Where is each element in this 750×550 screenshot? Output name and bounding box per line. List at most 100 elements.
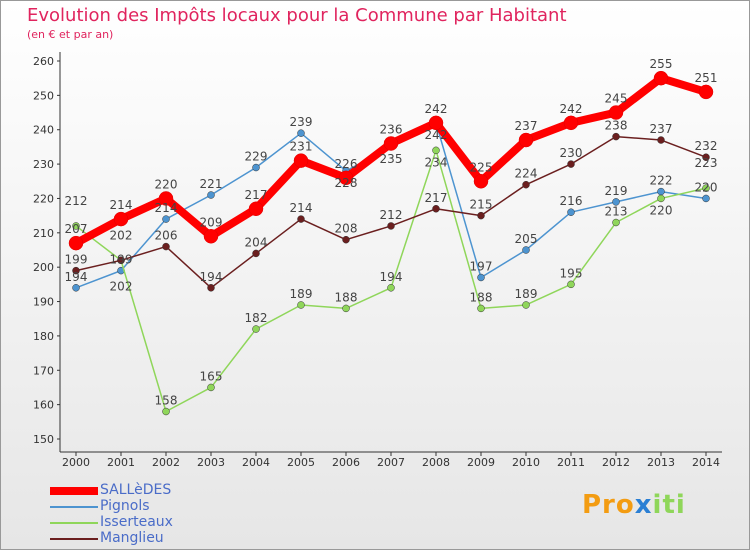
data-label: 202 (110, 228, 133, 242)
y-tick-label: 180 (33, 330, 54, 343)
data-label: 217 (245, 188, 268, 202)
data-point (342, 235, 350, 244)
data-point (432, 146, 440, 155)
data-point (342, 304, 350, 313)
data-label: 237 (515, 119, 538, 133)
data-point (113, 211, 129, 227)
data-label: 199 (110, 253, 133, 267)
data-label: 212 (65, 194, 88, 208)
data-label: 216 (560, 194, 583, 208)
data-label: 197 (470, 259, 493, 273)
data-label: 229 (245, 150, 268, 164)
data-point (473, 174, 489, 189)
data-label: 242 (560, 102, 583, 116)
data-label: 230 (560, 146, 583, 160)
data-point (252, 249, 260, 258)
data-label: 220 (155, 177, 178, 191)
legend-item: Pignols (50, 498, 150, 514)
data-point (428, 115, 444, 131)
data-point (387, 222, 395, 230)
data-label: 209 (200, 215, 223, 229)
y-tick-label: 230 (33, 158, 54, 171)
data-label: 194 (65, 270, 88, 284)
data-point (72, 222, 80, 230)
data-label: 212 (380, 208, 403, 222)
data-label: 217 (425, 191, 448, 205)
proxiti-logo: Proxiti (582, 490, 686, 520)
x-tick-label: 2002 (152, 456, 180, 469)
data-label: 242 (425, 102, 448, 116)
data-point (207, 191, 215, 199)
data-label: 225 (470, 160, 493, 174)
data-point (162, 407, 170, 416)
x-tick-label: 2009 (467, 456, 495, 469)
data-label: 222 (650, 174, 673, 188)
data-label: 215 (470, 198, 493, 212)
data-label: 165 (200, 369, 223, 383)
y-tick-label: 220 (33, 192, 54, 205)
y-tick-label: 260 (33, 55, 54, 68)
x-tick-label: 2012 (602, 456, 630, 469)
data-point (657, 187, 665, 196)
data-point (68, 235, 84, 251)
x-tick-label: 2008 (422, 456, 450, 469)
data-point (567, 208, 575, 216)
data-label: 189 (290, 287, 313, 301)
data-label: 188 (470, 290, 493, 304)
legend-label: SALLèDES (100, 482, 172, 498)
data-point (338, 170, 354, 186)
data-label: 220 (650, 203, 673, 217)
data-point (567, 280, 575, 289)
data-point (477, 273, 485, 282)
data-label: 242 (425, 128, 448, 142)
data-label: 223 (695, 156, 718, 170)
data-label: 245 (605, 92, 628, 106)
data-point (612, 218, 620, 227)
legend-swatch (50, 506, 98, 508)
y-tick-label: 210 (33, 227, 54, 240)
y-tick-label: 190 (33, 296, 54, 309)
data-point (162, 215, 170, 223)
data-label: 214 (290, 201, 313, 215)
data-label: 189 (515, 287, 538, 301)
data-label: 221 (200, 177, 223, 191)
x-tick-label: 2000 (62, 456, 90, 469)
data-point (252, 163, 260, 172)
data-point (72, 284, 80, 292)
data-point (522, 180, 530, 189)
data-label: 226 (335, 157, 358, 171)
data-label: 204 (245, 235, 268, 249)
x-tick-label: 2004 (242, 456, 270, 469)
y-tick-label: 200 (33, 261, 54, 274)
x-tick-label: 2010 (512, 456, 540, 469)
data-label: 255 (650, 57, 673, 71)
data-point (702, 184, 710, 192)
data-point (207, 383, 215, 392)
data-point (653, 70, 669, 86)
legend-label: Manglieu (100, 530, 164, 546)
data-label: 199 (65, 253, 88, 267)
data-label: 182 (245, 311, 268, 325)
legend-label: Isserteaux (100, 514, 173, 530)
data-label: 237 (650, 122, 673, 136)
data-label: 206 (155, 229, 178, 243)
data-point (657, 136, 665, 144)
chart-subtitle: (en € et par an) (27, 28, 114, 41)
data-point (477, 211, 485, 220)
legend-item: Isserteaux (50, 514, 173, 530)
x-tick-label: 2007 (377, 456, 405, 469)
data-label: 228 (335, 176, 358, 190)
data-point (612, 198, 620, 206)
legend-label: Pignols (100, 498, 150, 514)
data-label: 194 (200, 270, 223, 284)
data-point (162, 242, 170, 251)
data-point (297, 129, 305, 137)
data-point (252, 325, 260, 333)
y-tick-label: 150 (33, 433, 54, 446)
y-tick-label: 160 (33, 399, 54, 412)
data-label: 238 (605, 119, 628, 133)
data-point (698, 84, 714, 100)
legend-item: SALLèDES (50, 482, 172, 498)
data-point (608, 105, 624, 120)
